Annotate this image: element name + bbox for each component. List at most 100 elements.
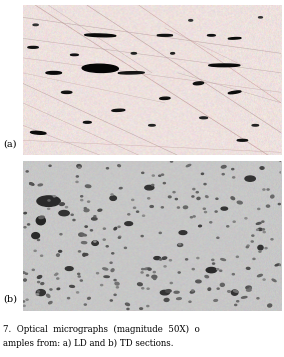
Circle shape	[78, 276, 80, 277]
Ellipse shape	[201, 173, 204, 175]
Circle shape	[192, 268, 194, 270]
Circle shape	[152, 185, 154, 186]
Ellipse shape	[24, 212, 26, 214]
Ellipse shape	[125, 222, 133, 226]
Circle shape	[161, 207, 163, 208]
Ellipse shape	[247, 267, 250, 269]
Ellipse shape	[118, 72, 144, 74]
Ellipse shape	[237, 139, 248, 141]
Ellipse shape	[221, 258, 225, 261]
Ellipse shape	[28, 46, 38, 48]
Circle shape	[101, 285, 103, 286]
Circle shape	[114, 280, 116, 281]
Circle shape	[262, 229, 264, 230]
Ellipse shape	[39, 216, 44, 218]
Ellipse shape	[205, 276, 208, 278]
Circle shape	[142, 268, 144, 270]
Ellipse shape	[92, 241, 98, 245]
Circle shape	[220, 270, 222, 271]
Ellipse shape	[84, 209, 89, 212]
Ellipse shape	[20, 271, 25, 273]
Ellipse shape	[112, 109, 125, 111]
Ellipse shape	[104, 276, 109, 277]
Circle shape	[169, 260, 172, 261]
Ellipse shape	[231, 290, 238, 295]
Circle shape	[94, 216, 96, 217]
Circle shape	[22, 301, 25, 302]
Circle shape	[90, 230, 93, 231]
Ellipse shape	[150, 206, 153, 207]
Circle shape	[48, 208, 50, 209]
Circle shape	[37, 281, 40, 283]
Circle shape	[80, 280, 82, 281]
Circle shape	[271, 239, 273, 240]
Circle shape	[263, 231, 265, 233]
Circle shape	[81, 196, 83, 197]
Circle shape	[203, 208, 205, 209]
Circle shape	[50, 289, 52, 290]
Circle shape	[34, 250, 36, 251]
Circle shape	[137, 211, 139, 212]
Circle shape	[159, 232, 161, 233]
Ellipse shape	[111, 269, 114, 272]
Ellipse shape	[70, 54, 78, 56]
Ellipse shape	[98, 209, 102, 211]
Ellipse shape	[260, 167, 264, 169]
Circle shape	[233, 221, 235, 222]
Circle shape	[152, 175, 154, 176]
Ellipse shape	[152, 275, 157, 278]
Text: (b): (b)	[3, 295, 17, 303]
Ellipse shape	[31, 131, 46, 134]
Ellipse shape	[37, 196, 60, 206]
Ellipse shape	[114, 227, 117, 230]
Circle shape	[253, 258, 255, 260]
Circle shape	[142, 288, 144, 289]
Ellipse shape	[126, 303, 130, 306]
Ellipse shape	[160, 97, 170, 100]
Circle shape	[23, 305, 25, 306]
Ellipse shape	[46, 71, 62, 74]
Ellipse shape	[140, 308, 143, 310]
Circle shape	[78, 251, 81, 252]
Ellipse shape	[77, 165, 81, 168]
Ellipse shape	[221, 166, 226, 168]
Circle shape	[204, 183, 206, 185]
Circle shape	[73, 220, 75, 221]
Circle shape	[164, 266, 166, 267]
Circle shape	[228, 291, 230, 292]
Circle shape	[78, 273, 80, 275]
Circle shape	[32, 269, 34, 271]
Circle shape	[280, 172, 282, 173]
Circle shape	[190, 217, 193, 218]
Ellipse shape	[221, 207, 227, 210]
Ellipse shape	[233, 290, 238, 292]
Circle shape	[142, 172, 144, 174]
Circle shape	[278, 203, 280, 205]
Circle shape	[76, 176, 78, 177]
Circle shape	[147, 288, 149, 289]
Circle shape	[159, 175, 161, 176]
Ellipse shape	[119, 187, 122, 189]
Ellipse shape	[30, 183, 34, 185]
Ellipse shape	[49, 302, 52, 304]
Ellipse shape	[197, 197, 200, 200]
Circle shape	[265, 247, 267, 249]
Ellipse shape	[231, 197, 235, 200]
Circle shape	[124, 247, 126, 248]
Ellipse shape	[36, 290, 45, 296]
Text: (a): (a)	[3, 139, 16, 148]
Circle shape	[26, 299, 28, 300]
Circle shape	[141, 272, 143, 273]
Ellipse shape	[145, 185, 154, 190]
Circle shape	[143, 215, 145, 216]
Ellipse shape	[162, 257, 167, 260]
Circle shape	[154, 278, 156, 280]
Ellipse shape	[208, 35, 215, 36]
Circle shape	[189, 301, 191, 302]
Circle shape	[217, 269, 219, 270]
Circle shape	[236, 256, 238, 257]
Circle shape	[87, 201, 90, 202]
Ellipse shape	[57, 254, 59, 256]
Circle shape	[222, 174, 224, 175]
Ellipse shape	[37, 276, 42, 278]
